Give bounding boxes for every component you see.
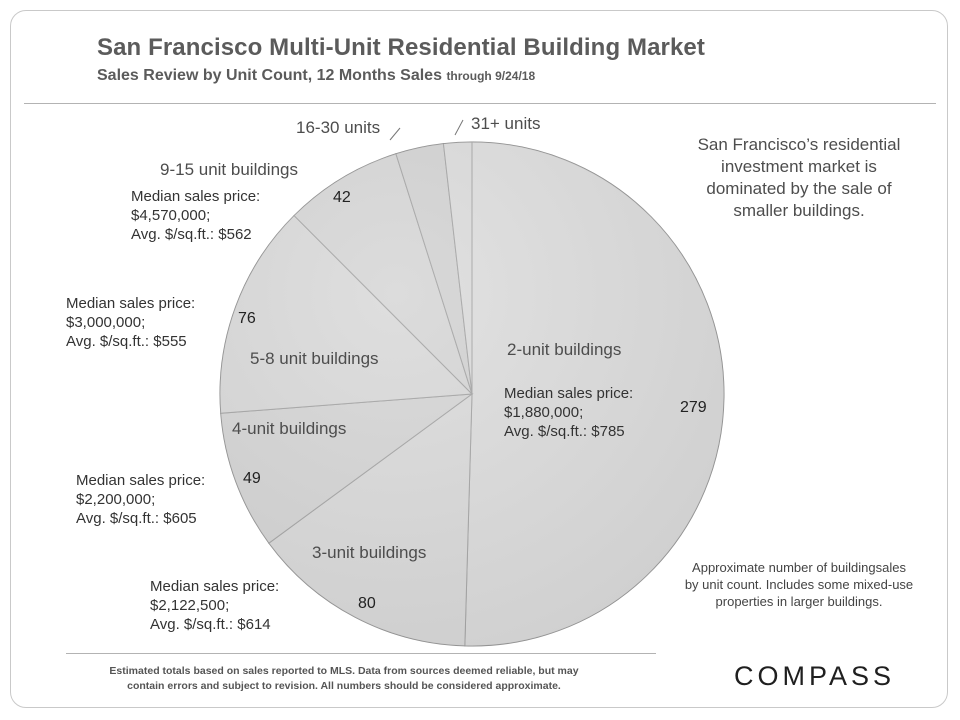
median-label-5-8-unit: Median sales price: [66, 295, 196, 312]
avg-psf-9-15-unit: Avg. $/sq.ft.: $562 [131, 225, 260, 244]
count-9-15-unit: 42 [333, 189, 351, 206]
avg-value-2-unit: $785 [591, 423, 625, 440]
avg-label-9-15-unit: Avg. $/sq.ft.: [131, 226, 219, 243]
approximate-note: Approximate number of buildingsales by u… [664, 559, 934, 610]
avg-value-4-unit: $605 [163, 510, 197, 527]
avg-label-2-unit: Avg. $/sq.ft.: [504, 423, 592, 440]
avg-psf-2-unit: Avg. $/sq.ft.: $785 [504, 422, 633, 441]
count-4-unit: 49 [243, 470, 261, 487]
median-label-9-15-unit: Median sales price: [131, 188, 261, 205]
approx-line: properties in larger buildings. [715, 594, 883, 609]
header-divider [24, 103, 936, 104]
subtitle-main: Sales Review by Unit Count, 12 Months Sa… [97, 67, 442, 84]
label-31-units: 31+ units [471, 114, 541, 133]
stats-9-15-unit: Median sales price: $4,570,000; Avg. $/s… [131, 187, 260, 244]
label-5-8-unit: 5-8 unit buildings [250, 349, 379, 368]
avg-value-9-15-unit: $562 [218, 226, 252, 243]
count-3-unit: 80 [358, 595, 376, 612]
approx-line: by unit count. Includes some mixed-use [684, 577, 914, 592]
chart-frame [10, 10, 948, 708]
stats-5-8-unit: Median sales price: $3,000,000; Avg. $/s… [66, 294, 195, 351]
median-price-2-unit: $1,880,000; [504, 404, 584, 421]
median-price-3-unit: $2,122,500; [150, 597, 230, 614]
leader-line [389, 127, 401, 141]
label-3-unit: 3-unit buildings [312, 543, 427, 562]
chart-title: San Francisco Multi-Unit Residential Bui… [97, 34, 705, 61]
avg-value-3-unit: $614 [237, 616, 271, 633]
median-price-9-15-unit: $4,570,000; [131, 207, 211, 224]
footnote-line: contain errors and subject to revision. … [127, 680, 561, 692]
stats-2-unit: Median sales price: $1,880,000; Avg. $/s… [504, 384, 633, 441]
approx-line: Approximate number of buildingsales [692, 560, 906, 575]
note-line: dominated by the sale of [706, 179, 892, 198]
avg-psf-3-unit: Avg. $/sq.ft.: $614 [150, 615, 279, 634]
avg-value-5-8-unit: $555 [153, 333, 187, 350]
footnote: Estimated totals based on sales reported… [84, 664, 604, 694]
median-price-5-8-unit: $3,000,000; [66, 314, 146, 331]
note-line: smaller buildings. [733, 201, 865, 220]
footnote-line: Estimated totals based on sales reported… [109, 665, 579, 677]
compass-logo: COMPASS [734, 661, 896, 691]
median-label-3-unit: Median sales price: [150, 578, 280, 595]
label-16-30-units: 16-30 units [296, 118, 381, 137]
market-note: San Francisco’s residential investment m… [664, 134, 934, 222]
footer-divider [66, 653, 656, 654]
stats-4-unit: Median sales price: $2,200,000; Avg. $/s… [76, 471, 205, 528]
median-price-4-unit: $2,200,000; [76, 491, 156, 508]
avg-psf-5-8-unit: Avg. $/sq.ft.: $555 [66, 332, 195, 351]
median-label-2-unit: Median sales price: [504, 385, 634, 402]
label-2-unit: 2-unit buildings [507, 340, 622, 359]
count-5-8-unit: 76 [238, 310, 256, 327]
avg-label-5-8-unit: Avg. $/sq.ft.: [66, 333, 154, 350]
leader-line [454, 119, 464, 136]
note-line: San Francisco’s residential [697, 135, 901, 154]
subtitle-through: through 9/24/18 [446, 69, 536, 83]
median-label-4-unit: Median sales price: [76, 472, 206, 489]
avg-label-4-unit: Avg. $/sq.ft.: [76, 510, 164, 527]
avg-label-3-unit: Avg. $/sq.ft.: [150, 616, 238, 633]
label-9-15-unit: 9-15 unit buildings [160, 160, 298, 179]
stats-3-unit: Median sales price: $2,122,500; Avg. $/s… [150, 577, 279, 634]
avg-psf-4-unit: Avg. $/sq.ft.: $605 [76, 509, 205, 528]
note-line: investment market is [721, 157, 877, 176]
count-2-unit: 279 [680, 399, 707, 416]
chart-subtitle: Sales Review by Unit Count, 12 Months Sa… [97, 67, 535, 85]
label-4-unit: 4-unit buildings [232, 419, 347, 438]
